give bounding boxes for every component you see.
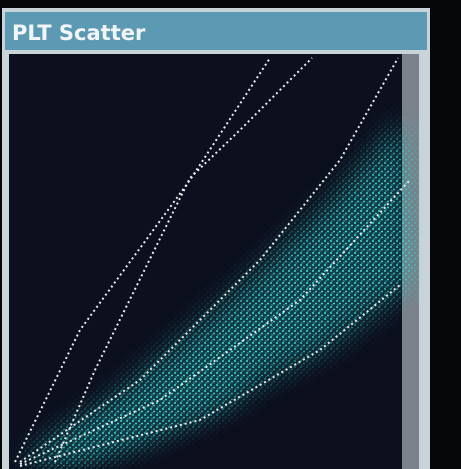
bezel-right: [430, 0, 461, 469]
screen: PLT Scatter: [0, 0, 461, 469]
page: PLT Scatter (() => { const data = JSON.p…: [0, 0, 461, 469]
panel-title: PLT Scatter: [12, 21, 146, 45]
scatter-cloud: [9, 54, 419, 469]
